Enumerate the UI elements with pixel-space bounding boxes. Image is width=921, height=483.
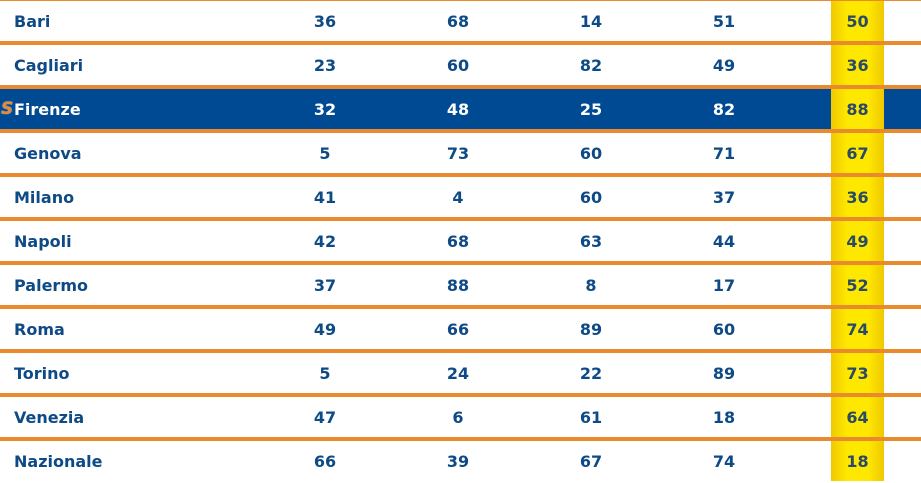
row-value-3: 82	[579, 56, 603, 75]
row-value-3: 67	[579, 452, 603, 471]
row-value-5: 88	[831, 89, 884, 129]
row-name: Venezia	[14, 408, 85, 427]
row-value-4: 89	[712, 364, 736, 383]
row-value-2: 73	[446, 144, 470, 163]
row-name: Firenze	[14, 100, 81, 119]
table-row-cagliari[interactable]: Cagliari 23 60 82 49 36	[0, 41, 921, 85]
row-value-2: 39	[446, 452, 470, 471]
row-value-5: 49	[831, 221, 884, 261]
row-value-2: 68	[446, 232, 470, 251]
row-value-3: 60	[579, 144, 603, 163]
row-value-4: 51	[712, 12, 736, 31]
row-value-1: 42	[313, 232, 337, 251]
row-name: Napoli	[14, 232, 72, 251]
row-name: Genova	[14, 144, 82, 163]
row-value-1: 32	[313, 100, 337, 119]
table-row-roma[interactable]: Roma 49 66 89 60 74	[0, 305, 921, 349]
row-value-1: 47	[313, 408, 337, 427]
row-value-2: 88	[446, 276, 470, 295]
row-value-5: 52	[831, 265, 884, 305]
row-value-4: 44	[712, 232, 736, 251]
row-value-3: 89	[579, 320, 603, 339]
row-value-1: 36	[313, 12, 337, 31]
table-row-genova[interactable]: Genova 5 73 60 71 67	[0, 129, 921, 173]
row-value-1: 23	[313, 56, 337, 75]
table-row-nazionale[interactable]: Nazionale 66 39 67 74 18	[0, 437, 921, 481]
row-value-5: 74	[831, 309, 884, 349]
row-value-5: 67	[831, 133, 884, 173]
row-value-3: 25	[579, 100, 603, 119]
row-value-1: 5	[319, 144, 331, 163]
row-value-1: 37	[313, 276, 337, 295]
row-value-5: 36	[831, 177, 884, 217]
row-value-5: 18	[831, 441, 884, 481]
row-value-3: 14	[579, 12, 603, 31]
s-badge-icon: S	[1, 99, 14, 119]
row-value-5: 36	[831, 45, 884, 85]
row-value-2: 60	[446, 56, 470, 75]
row-value-3: 63	[579, 232, 603, 251]
table-row-palermo[interactable]: Palermo 37 88 8 17 52	[0, 261, 921, 305]
row-value-3: 60	[579, 188, 603, 207]
table-row-napoli[interactable]: Napoli 42 68 63 44 49	[0, 217, 921, 261]
table-row-bari[interactable]: Bari 36 68 14 51 50	[0, 0, 921, 41]
row-value-2: 24	[446, 364, 470, 383]
table-row-milano[interactable]: Milano 41 4 60 37 36	[0, 173, 921, 217]
row-value-4: 74	[712, 452, 736, 471]
row-value-3: 8	[585, 276, 597, 295]
row-value-1: 41	[313, 188, 337, 207]
row-name: Bari	[14, 12, 51, 31]
table-row-torino[interactable]: Torino 5 24 22 89 73	[0, 349, 921, 393]
row-value-1: 5	[319, 364, 331, 383]
table-row-firenze[interactable]: S Firenze 32 48 25 82 88	[0, 85, 921, 129]
row-value-4: 82	[712, 100, 736, 119]
row-name: Nazionale	[14, 452, 103, 471]
row-value-4: 37	[712, 188, 736, 207]
row-value-2: 68	[446, 12, 470, 31]
row-value-4: 71	[712, 144, 736, 163]
row-value-4: 18	[712, 408, 736, 427]
row-name: Palermo	[14, 276, 88, 295]
row-value-4: 60	[712, 320, 736, 339]
row-value-5: 50	[831, 1, 884, 41]
row-value-2: 48	[446, 100, 470, 119]
row-name: Roma	[14, 320, 65, 339]
row-value-2: 4	[452, 188, 464, 207]
row-value-3: 61	[579, 408, 603, 427]
row-value-5: 64	[831, 397, 884, 437]
row-value-2: 6	[452, 408, 464, 427]
row-value-1: 66	[313, 452, 337, 471]
row-value-4: 49	[712, 56, 736, 75]
row-value-2: 66	[446, 320, 470, 339]
row-value-3: 22	[579, 364, 603, 383]
row-name: Cagliari	[14, 56, 84, 75]
row-name: Milano	[14, 188, 75, 207]
row-name: Torino	[14, 364, 70, 383]
table-row-venezia[interactable]: Venezia 47 6 61 18 64	[0, 393, 921, 437]
row-value-1: 49	[313, 320, 337, 339]
row-value-4: 17	[712, 276, 736, 295]
row-value-5: 73	[831, 353, 884, 393]
